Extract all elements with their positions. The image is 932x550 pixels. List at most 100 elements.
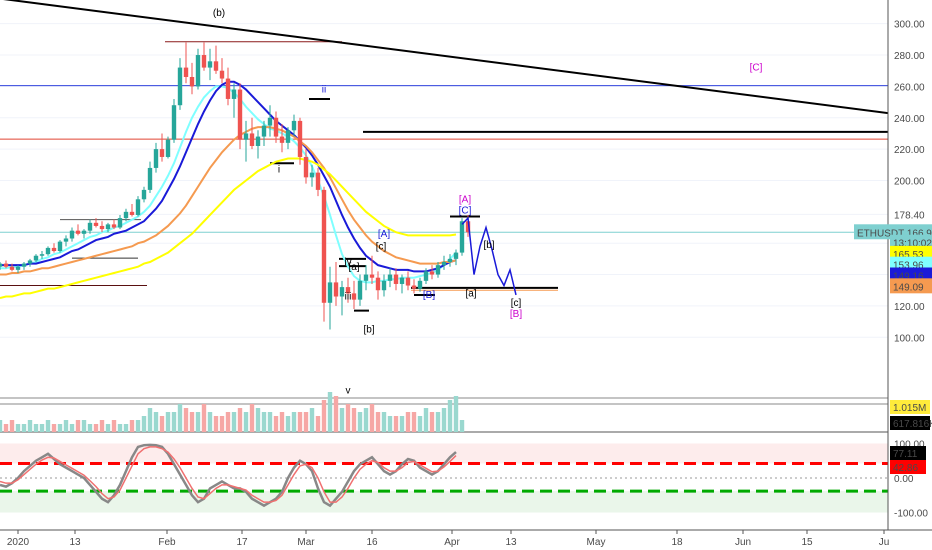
volume-bar xyxy=(39,424,45,432)
volume-bar xyxy=(3,424,9,432)
volume-label: 1.015M xyxy=(893,403,926,414)
candle-body xyxy=(87,222,93,231)
candle-body xyxy=(9,266,15,270)
volume-bar xyxy=(141,416,147,432)
candle-body xyxy=(153,149,159,168)
candle-body xyxy=(27,260,33,264)
price-label: 165.53 xyxy=(893,250,924,261)
candle-body xyxy=(81,230,87,234)
candle-body xyxy=(99,225,105,230)
volume-bar xyxy=(279,412,285,432)
candle-body xyxy=(273,117,279,137)
price-axis: 100.00120.00140.00160.00178.40200.00220.… xyxy=(854,0,932,550)
candle-body xyxy=(225,78,231,99)
candle-body xyxy=(267,117,273,126)
price-label: 153.96 xyxy=(893,261,924,272)
candle-body xyxy=(219,70,225,79)
candle-body xyxy=(297,120,303,157)
candle-body xyxy=(231,89,237,99)
horizontal-levels xyxy=(0,41,888,312)
candle-body xyxy=(363,274,369,281)
x-tick-label: 13 xyxy=(69,537,81,548)
wave-label: [A] xyxy=(459,194,471,205)
wave-label: [C] xyxy=(750,63,763,74)
candle-body xyxy=(63,238,69,242)
projection-path xyxy=(461,216,517,296)
candle-body xyxy=(399,277,405,284)
x-tick-label: 13 xyxy=(505,537,517,548)
osc-value-label: 42.86 xyxy=(893,463,918,474)
volume-bar xyxy=(153,412,159,432)
candle-body xyxy=(0,263,3,267)
candle-body xyxy=(345,287,351,294)
wave-label: [c] xyxy=(376,241,387,252)
volume-bar xyxy=(87,424,93,432)
volume-bar xyxy=(165,412,171,432)
candle-body xyxy=(291,120,297,131)
projection-line xyxy=(461,216,517,296)
candle-body xyxy=(123,211,129,219)
wave-label: [b] xyxy=(363,325,374,336)
volume-bar xyxy=(135,420,141,432)
osc-value-label: 77.11 xyxy=(893,449,918,460)
volume-bar xyxy=(429,412,435,432)
volume-bar xyxy=(291,412,297,432)
volume-bar xyxy=(57,424,63,432)
trendline-segment xyxy=(3,0,901,116)
volume-bar xyxy=(237,408,243,432)
volume-bar xyxy=(183,408,189,432)
wave-label: [B] xyxy=(510,309,522,320)
volume-bar xyxy=(459,420,465,432)
volume-label-bg xyxy=(890,416,930,430)
volume-bar xyxy=(63,420,69,432)
price-tick-label: 200.00 xyxy=(894,176,925,187)
candle-body xyxy=(303,156,309,178)
price-tick-label: 260.00 xyxy=(894,82,925,93)
candle-body xyxy=(57,241,63,252)
volume-bar xyxy=(387,416,393,432)
oversold-zone xyxy=(0,491,888,513)
volume-bar xyxy=(297,412,303,432)
volume-bar xyxy=(105,424,111,432)
candle-body xyxy=(159,149,165,157)
volume-bar xyxy=(117,424,123,432)
x-tick-label: 18 xyxy=(671,537,683,548)
x-tick-label: Ju xyxy=(879,537,890,548)
volume-bar xyxy=(405,412,411,432)
candle-body xyxy=(15,266,21,270)
volume-bar xyxy=(285,416,291,432)
candle-body xyxy=(381,280,387,291)
x-tick-label: Apr xyxy=(444,537,460,548)
wave-label: [B] xyxy=(423,290,435,301)
wave-label: iv xyxy=(344,257,351,268)
candle-body xyxy=(357,280,363,300)
price-tick-label: 220.00 xyxy=(894,145,925,156)
volume-bar xyxy=(207,412,213,432)
candle-body xyxy=(177,67,183,106)
wave-label: iii xyxy=(345,292,352,303)
candle-body xyxy=(285,130,291,143)
volume-bar xyxy=(411,412,417,432)
candle-body xyxy=(387,274,393,281)
volume-bar xyxy=(441,408,447,432)
candle-body xyxy=(69,230,75,239)
volume-bar xyxy=(399,416,405,432)
volume-bar xyxy=(345,404,351,432)
wave-label: v xyxy=(346,386,351,397)
osc-signal-line xyxy=(0,446,457,503)
trendline xyxy=(3,0,901,116)
volume-bar xyxy=(261,412,267,432)
candle-body xyxy=(45,247,51,255)
volume-label-bg xyxy=(890,400,930,414)
volume-bar xyxy=(15,424,21,432)
candle-body xyxy=(213,61,219,71)
volume-bar xyxy=(339,408,345,432)
volume-bar xyxy=(69,424,75,432)
x-tick-label: Jun xyxy=(735,537,751,548)
candle-body xyxy=(261,125,267,137)
volume-bar xyxy=(219,416,225,432)
volume-bar xyxy=(171,412,177,432)
osc-tick-label: 100.00 xyxy=(894,439,925,450)
x-tick-label: 16 xyxy=(366,537,378,548)
